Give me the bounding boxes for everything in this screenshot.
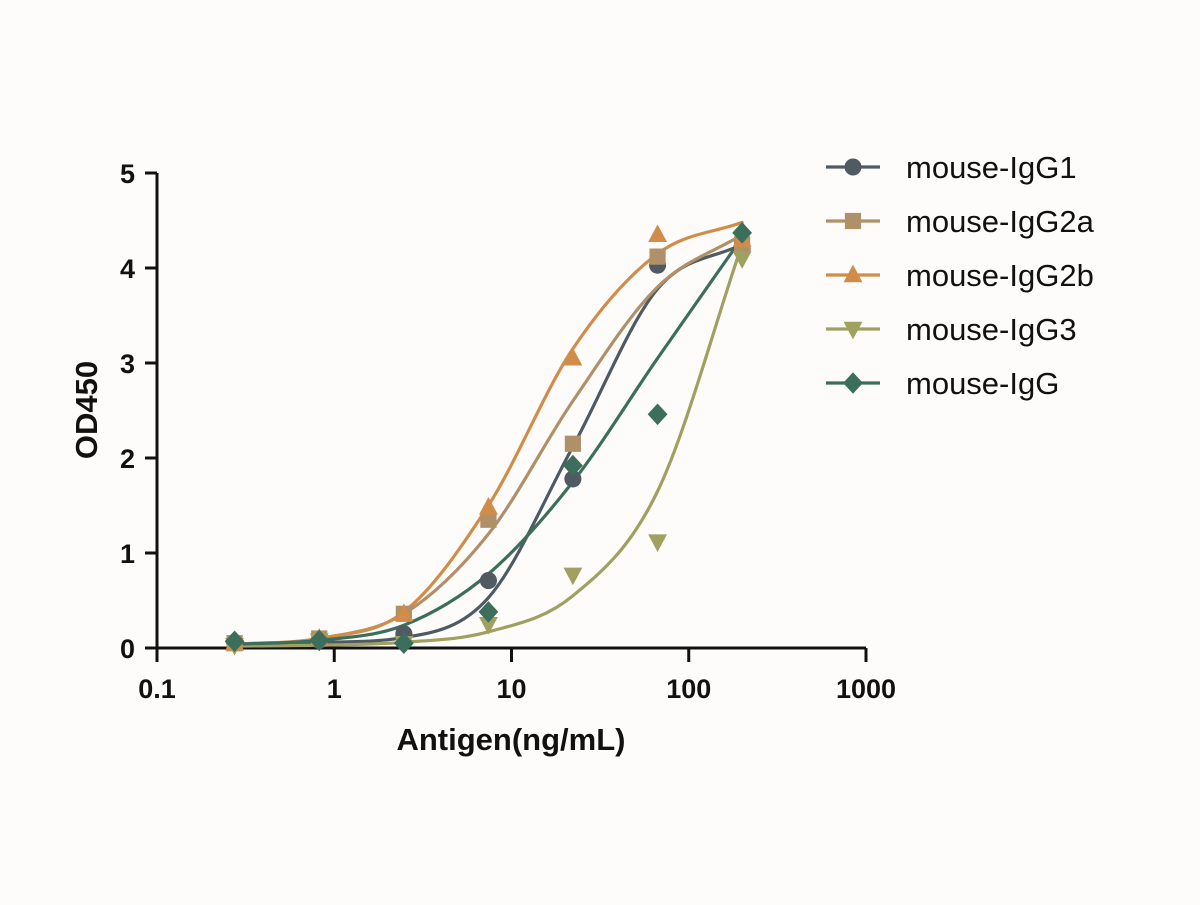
mouse-igg2b-point bbox=[394, 603, 414, 621]
axes: 0 1 2 3 4 5 0.1 1 10 100 1000 bbox=[120, 159, 896, 704]
x-tick-label: 1 bbox=[327, 674, 342, 704]
mouse-igg3-point bbox=[478, 617, 498, 635]
legend-item-mouse-igg2a: mouse-IgG2a bbox=[826, 204, 1095, 239]
legend-label: mouse-IgG2b bbox=[906, 258, 1094, 293]
mouse-igg3-point bbox=[648, 534, 668, 552]
y-tick-label: 1 bbox=[120, 539, 135, 569]
legend-label: mouse-IgG1 bbox=[906, 150, 1077, 185]
legend-item-mouse-igg: mouse-IgG bbox=[826, 366, 1059, 401]
mouse-igg-point bbox=[562, 454, 583, 477]
legend-label: mouse-IgG3 bbox=[906, 312, 1077, 347]
mouse-igg2a-point bbox=[649, 248, 666, 265]
legend-swatch-marker bbox=[843, 372, 863, 394]
legend-item-mouse-igg3: mouse-IgG3 bbox=[826, 312, 1077, 347]
mouse-igg2a-point bbox=[480, 511, 497, 528]
legend-label: mouse-IgG bbox=[906, 366, 1059, 401]
legend: mouse-IgG1 mouse-IgG2a mouse-IgG2b mouse-Ig… bbox=[826, 150, 1095, 401]
legend-swatch-marker bbox=[844, 158, 862, 176]
x-tick-label: 100 bbox=[666, 674, 711, 704]
mouse-igg2b-point bbox=[478, 497, 498, 515]
y-tick-label: 0 bbox=[120, 634, 135, 664]
legend-swatch-marker bbox=[843, 321, 863, 340]
legend-label: mouse-IgG2a bbox=[906, 204, 1095, 239]
mouse-igg-point bbox=[647, 403, 668, 426]
legend-item-mouse-igg1: mouse-IgG1 bbox=[826, 150, 1077, 185]
legend-item-mouse-igg2b: mouse-IgG2b bbox=[826, 258, 1094, 293]
y-tick-label: 4 bbox=[120, 254, 135, 284]
mouse-igg2a-point bbox=[564, 435, 581, 452]
mouse-igg-point bbox=[393, 632, 414, 655]
mouse-igg2b-point bbox=[648, 224, 668, 242]
x-tick-label: 10 bbox=[496, 674, 526, 704]
mouse-igg-point bbox=[732, 222, 753, 244]
mouse-igg-point bbox=[478, 601, 499, 623]
data-points bbox=[224, 222, 753, 656]
mouse-igg3-point bbox=[563, 567, 583, 586]
x-axis-title: Antigen(ng/mL) bbox=[396, 722, 625, 757]
y-tick-label: 2 bbox=[120, 444, 135, 474]
mouse-igg1-point bbox=[479, 572, 497, 590]
mouse-igg3-point bbox=[732, 251, 752, 269]
x-tick-label: 1000 bbox=[836, 674, 896, 704]
y-tick-label: 5 bbox=[120, 159, 135, 189]
mouse-igg-point bbox=[224, 630, 245, 653]
mouse-igg2b-point bbox=[563, 347, 583, 366]
x-tick-label: 0.1 bbox=[138, 674, 176, 704]
mouse-igg1-point bbox=[564, 470, 582, 488]
legend-swatch-marker bbox=[844, 212, 862, 230]
legend-swatch-marker bbox=[843, 264, 863, 283]
y-axis-title: OD450 bbox=[69, 361, 104, 459]
mouse-igg-point bbox=[309, 629, 330, 652]
y-tick-label: 3 bbox=[120, 349, 135, 379]
